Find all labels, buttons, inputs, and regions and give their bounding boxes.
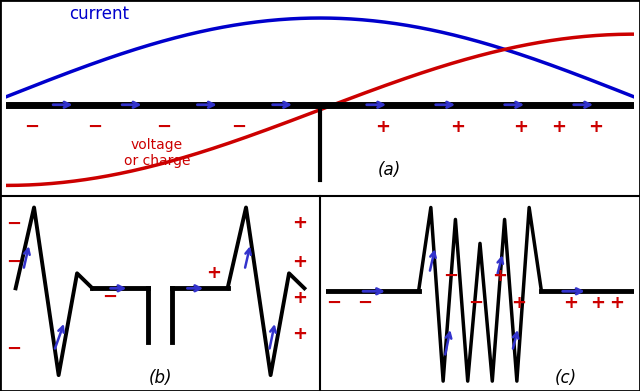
Text: +: +	[591, 294, 605, 312]
Text: (c): (c)	[555, 369, 577, 387]
Text: +: +	[609, 294, 624, 312]
Text: −: −	[86, 118, 102, 136]
Text: (a): (a)	[378, 161, 401, 179]
Text: −: −	[357, 294, 372, 312]
Text: −: −	[443, 267, 458, 285]
Text: −: −	[231, 118, 246, 136]
Text: +: +	[563, 294, 578, 312]
Text: −: −	[6, 214, 22, 232]
Text: voltage
or charge: voltage or charge	[124, 138, 190, 168]
Text: +: +	[375, 118, 390, 136]
Text: +: +	[511, 294, 525, 312]
Text: +: +	[292, 214, 307, 232]
Text: +: +	[292, 325, 307, 343]
Text: +: +	[492, 267, 508, 285]
Text: current: current	[69, 5, 129, 23]
Text: +: +	[292, 253, 307, 271]
Text: −: −	[102, 288, 116, 306]
Text: +: +	[588, 118, 604, 136]
Text: +: +	[513, 118, 528, 136]
Text: −: −	[468, 294, 483, 312]
Text: −: −	[24, 118, 39, 136]
Text: −: −	[6, 253, 22, 271]
Text: +: +	[551, 118, 566, 136]
Text: +: +	[292, 289, 307, 307]
Text: −: −	[156, 118, 171, 136]
Text: +: +	[206, 264, 221, 282]
Text: −: −	[6, 340, 22, 358]
Text: −: −	[326, 294, 342, 312]
Text: (b): (b)	[148, 369, 172, 387]
Text: +: +	[451, 118, 465, 136]
